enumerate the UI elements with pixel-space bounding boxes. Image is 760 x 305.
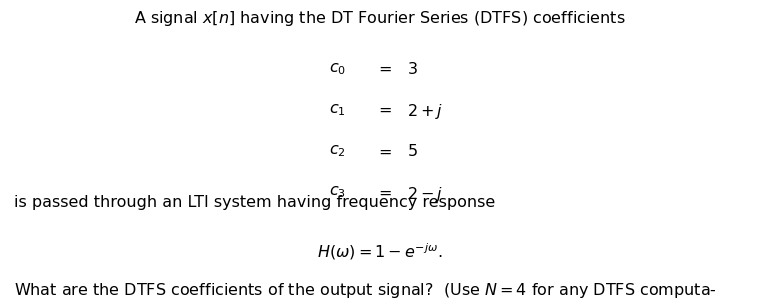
- Text: What are the DTFS coefficients of the output signal?  (Use $N = 4$ for any DTFS : What are the DTFS coefficients of the ou…: [14, 281, 717, 300]
- Text: A signal $x[n]$ having the DT Fourier Series (DTFS) coefficients: A signal $x[n]$ having the DT Fourier Se…: [135, 9, 625, 28]
- Text: $=$: $=$: [375, 102, 392, 117]
- Text: $2-j$: $2-j$: [407, 185, 443, 203]
- Text: $=$: $=$: [375, 61, 392, 76]
- Text: $H(\omega) = 1 - e^{-j\omega}.$: $H(\omega) = 1 - e^{-j\omega}.$: [317, 241, 443, 262]
- Text: $2+j$: $2+j$: [407, 102, 443, 121]
- Text: $3$: $3$: [407, 61, 417, 77]
- Text: $=$: $=$: [375, 143, 392, 158]
- Text: $c_0$: $c_0$: [328, 61, 346, 77]
- Text: is passed through an LTI system having frequency response: is passed through an LTI system having f…: [14, 195, 495, 210]
- Text: $c_3$: $c_3$: [329, 185, 346, 200]
- Text: $c_1$: $c_1$: [329, 102, 346, 118]
- Text: $c_2$: $c_2$: [329, 143, 346, 159]
- Text: $=$: $=$: [375, 185, 392, 199]
- Text: $5$: $5$: [407, 143, 417, 159]
